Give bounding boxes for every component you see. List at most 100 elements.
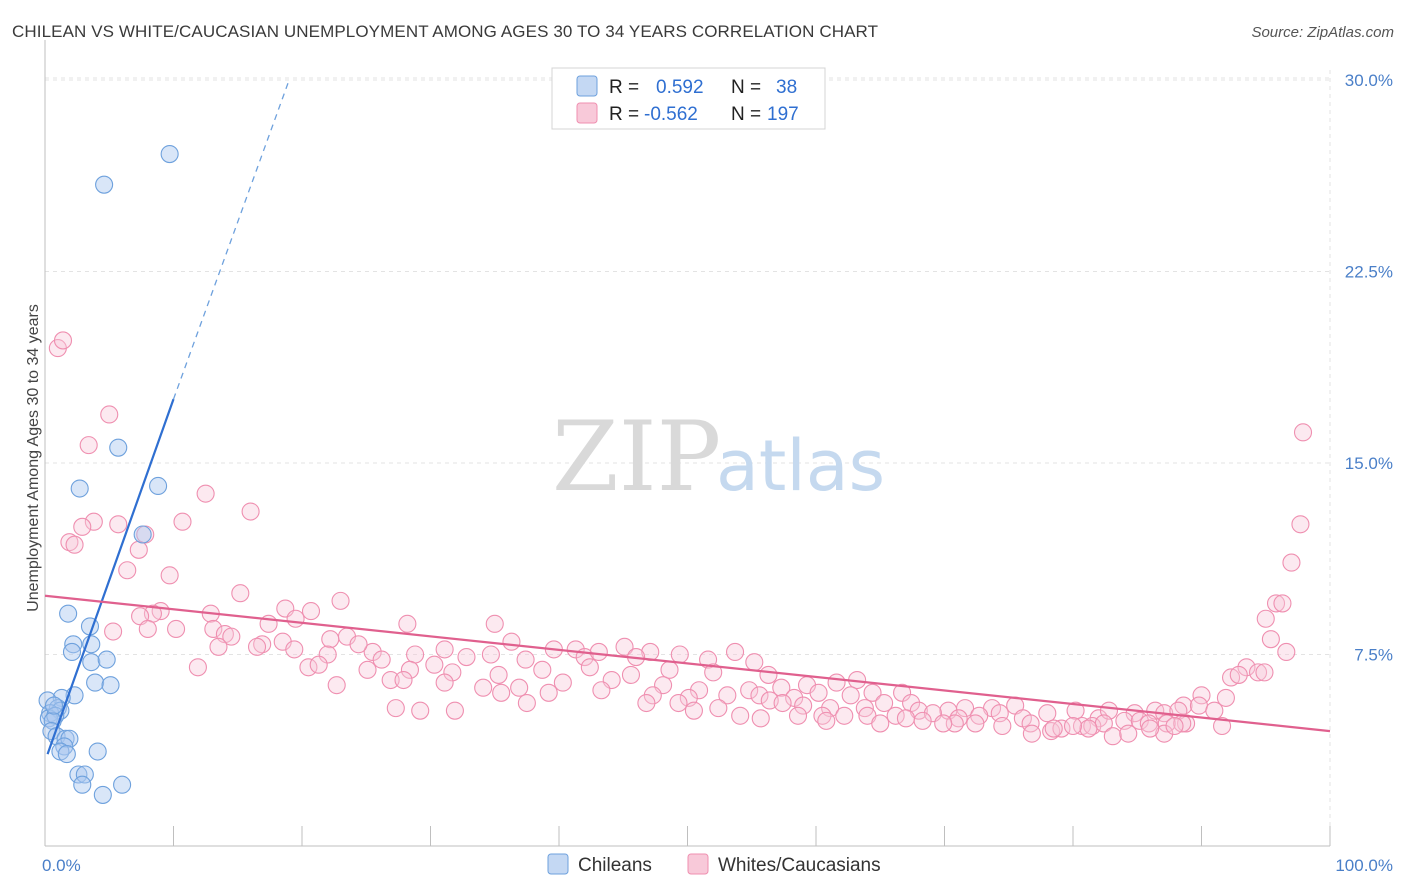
white-point bbox=[73, 517, 92, 536]
legend-n-label-1: N = bbox=[731, 104, 761, 125]
white-point bbox=[400, 660, 419, 679]
white-point bbox=[725, 642, 745, 661]
bottom-legend-whites: Whites/Caucasians bbox=[718, 855, 881, 876]
chilean-point bbox=[57, 745, 76, 764]
white-point bbox=[956, 699, 975, 718]
white-point bbox=[592, 681, 611, 700]
white-point bbox=[1266, 594, 1286, 613]
white-point bbox=[241, 502, 260, 521]
watermark-atlas: atlas bbox=[716, 425, 885, 507]
white-point bbox=[1248, 663, 1268, 682]
chilean-point bbox=[160, 144, 179, 164]
white-point bbox=[827, 673, 846, 692]
series-chileans bbox=[38, 144, 179, 804]
white-point bbox=[896, 709, 916, 728]
white-point bbox=[660, 660, 679, 679]
chilean-point bbox=[70, 479, 89, 498]
white-point bbox=[637, 693, 656, 713]
bottom-legend-swatch-chileans bbox=[547, 853, 569, 875]
white-point bbox=[871, 714, 890, 733]
white-point bbox=[1293, 423, 1313, 442]
white-point bbox=[481, 645, 500, 664]
legend-swatch-whites bbox=[576, 102, 598, 124]
white-point bbox=[492, 683, 511, 702]
white-point bbox=[65, 535, 84, 554]
white-point bbox=[516, 650, 535, 669]
white-point bbox=[425, 655, 444, 674]
white-point bbox=[773, 693, 792, 713]
white-point bbox=[394, 670, 413, 690]
white-point bbox=[318, 645, 337, 664]
white-point bbox=[1261, 630, 1280, 649]
white-point bbox=[1205, 701, 1224, 720]
white-point bbox=[1174, 696, 1193, 715]
white-point bbox=[104, 622, 123, 641]
chilean-point bbox=[42, 722, 61, 741]
source-label: Source: ZipAtlas.com bbox=[1251, 24, 1394, 41]
white-point bbox=[1038, 704, 1057, 723]
white-point bbox=[934, 714, 953, 733]
white-point bbox=[411, 701, 430, 720]
white-point bbox=[1052, 719, 1071, 738]
legend-r-value-1: -0.562 bbox=[644, 104, 698, 125]
white-point bbox=[875, 693, 894, 713]
white-point bbox=[406, 645, 425, 664]
white-point bbox=[209, 637, 228, 656]
trend-line-whites bbox=[44, 594, 1331, 733]
chilean-point bbox=[149, 476, 168, 496]
white-point bbox=[1044, 719, 1063, 738]
white-point bbox=[138, 619, 157, 639]
white-point bbox=[1229, 665, 1248, 684]
white-point bbox=[615, 637, 634, 656]
white-point bbox=[489, 665, 508, 684]
white-point bbox=[1256, 609, 1275, 628]
chilean-point bbox=[97, 650, 116, 669]
white-point bbox=[285, 640, 304, 659]
white-point bbox=[1189, 696, 1208, 715]
white-point bbox=[1255, 663, 1274, 682]
white-point bbox=[690, 681, 709, 700]
legend-r-label-1: R = bbox=[609, 104, 639, 125]
white-point bbox=[751, 709, 770, 728]
white-point bbox=[1192, 686, 1211, 705]
white-point bbox=[386, 699, 405, 718]
white-point bbox=[643, 686, 662, 705]
white-point bbox=[188, 658, 207, 677]
chilean-point bbox=[62, 642, 82, 661]
white-point bbox=[1277, 642, 1296, 661]
trend-line-chileans-extension bbox=[172, 79, 290, 400]
white-point bbox=[809, 683, 828, 702]
white-point bbox=[794, 696, 813, 715]
white-point bbox=[445, 701, 464, 720]
white-point bbox=[286, 609, 305, 628]
y-tick-label: 22.5% bbox=[1345, 263, 1393, 282]
white-point bbox=[759, 665, 778, 684]
white-point bbox=[886, 706, 905, 725]
legend-n-value-0: 38 bbox=[776, 77, 797, 98]
legend-r-value-0: 0.592 bbox=[656, 77, 704, 98]
white-point bbox=[204, 619, 223, 639]
white-point bbox=[841, 686, 860, 705]
chilean-point bbox=[86, 673, 105, 692]
trend-lines bbox=[44, 79, 1331, 755]
white-point bbox=[745, 653, 764, 672]
white-point bbox=[539, 683, 558, 702]
bottom-legend: Chileans Whites/Caucasians bbox=[547, 853, 881, 876]
white-point bbox=[118, 561, 137, 580]
chilean-point bbox=[44, 696, 64, 715]
white-point bbox=[510, 678, 529, 697]
bottom-legend-chileans: Chileans bbox=[578, 855, 652, 876]
bottom-legend-swatch-whites bbox=[687, 853, 709, 875]
white-point bbox=[247, 637, 267, 656]
white-point bbox=[704, 663, 723, 682]
white-point bbox=[222, 627, 241, 646]
white-point bbox=[533, 660, 552, 679]
axes bbox=[44, 40, 1331, 847]
legend-r-label-0: R = bbox=[609, 77, 639, 98]
chilean-point bbox=[113, 775, 132, 794]
white-point bbox=[129, 540, 148, 559]
white-point bbox=[1165, 716, 1184, 736]
white-point bbox=[358, 660, 377, 679]
white-point bbox=[669, 693, 688, 713]
